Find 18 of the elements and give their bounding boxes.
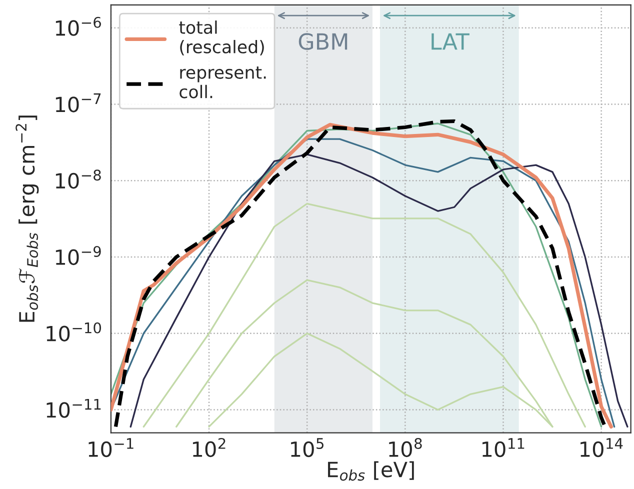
y-tick-label: 10$^{−6}$ [56,16,101,36]
x-tick-label: 10$^{−1}$ [88,438,134,458]
y-tick-label: 10$^{−10}$ [46,322,102,342]
y-tick-label: 10$^{−7}$ [56,93,101,112]
x-tick-label: 10$^{5}$ [291,438,324,458]
x-tick-label: 10$^{8}$ [389,438,422,458]
y-axis-title: E$_{obs}$ℱ$_{Eobs}$ [erg cm$^{−2}$] [16,116,39,322]
legend-label: represent. coll. [180,66,266,98]
x-tick-label: 10$^{14}$ [580,438,623,458]
y-tick-label: 10$^{−11}$ [46,398,101,418]
band-label: LAT [432,33,470,50]
legend-label: total (rescaled) [179,20,264,56]
x-axis-title: E$_{obs}$ [eV] [328,461,414,481]
x-tick-label: 10$^{11}$ [482,438,524,458]
y-tick-label: 10$^{−8}$ [56,170,101,189]
band-label: GBM [298,33,348,50]
y-tick-label: 10$^{−9}$ [56,246,101,266]
x-tick-label: 10$^{2}$ [192,438,226,458]
